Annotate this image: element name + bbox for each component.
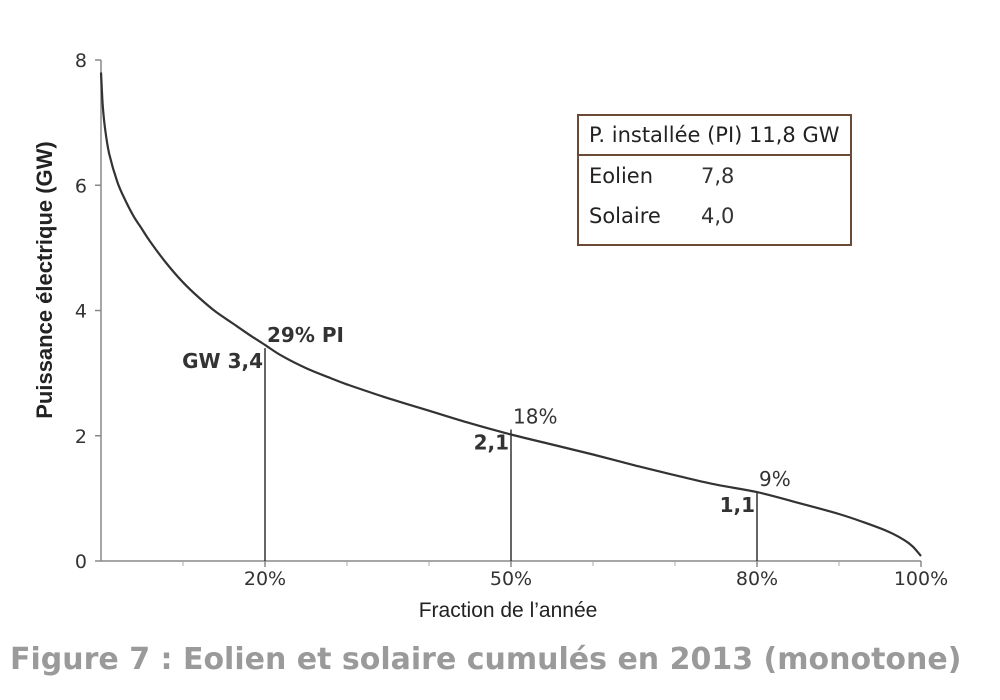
y-tick-label: 0	[75, 551, 87, 573]
y-axis-title: Puissance électrique (GW)	[32, 141, 57, 419]
table-header: P. installée (PI) 11,8 GW	[579, 116, 850, 156]
x-ticks: 20% 50% 80% 100%	[182, 561, 948, 590]
x-tick-label: 20%	[244, 568, 286, 590]
row-label: Eolien	[589, 164, 654, 188]
installed-power-table: P. installée (PI) 11,8 GW Eolien 7,8 Sol…	[577, 114, 852, 246]
x-tick-label: 50%	[490, 568, 532, 590]
series-line-monotone	[99, 72, 922, 557]
x-tick-label: 80%	[736, 568, 778, 590]
x-tick-label: 100%	[894, 568, 948, 590]
figure-caption: Figure 7 : Eolien et solaire cumulés en …	[10, 642, 962, 677]
row-value: 4,0	[701, 204, 735, 228]
y-tick-label: 6	[75, 175, 87, 197]
x-axis-title: Fraction de l’année	[419, 599, 598, 622]
y-tick-label: 4	[75, 301, 87, 323]
row-value: 7,8	[701, 164, 735, 188]
table-row-eolien: Eolien 7,8	[579, 156, 850, 196]
reference-lines	[264, 348, 758, 561]
y-tick-label: 8	[75, 50, 87, 72]
y-ticks: 0 2 4 6 8	[75, 50, 101, 573]
annotation-value: 2,1	[474, 430, 509, 454]
y-tick-label: 2	[75, 426, 87, 448]
annotation-value: GW 3,4	[182, 349, 263, 373]
annotation-percent: 18%	[513, 404, 557, 428]
table-row-solaire: Solaire 4,0	[579, 196, 850, 236]
annotation-percent: 29% PI	[267, 323, 344, 347]
annotation-value: 1,1	[720, 493, 755, 517]
row-label: Solaire	[589, 204, 661, 228]
annotation-percent: 9%	[759, 467, 791, 491]
